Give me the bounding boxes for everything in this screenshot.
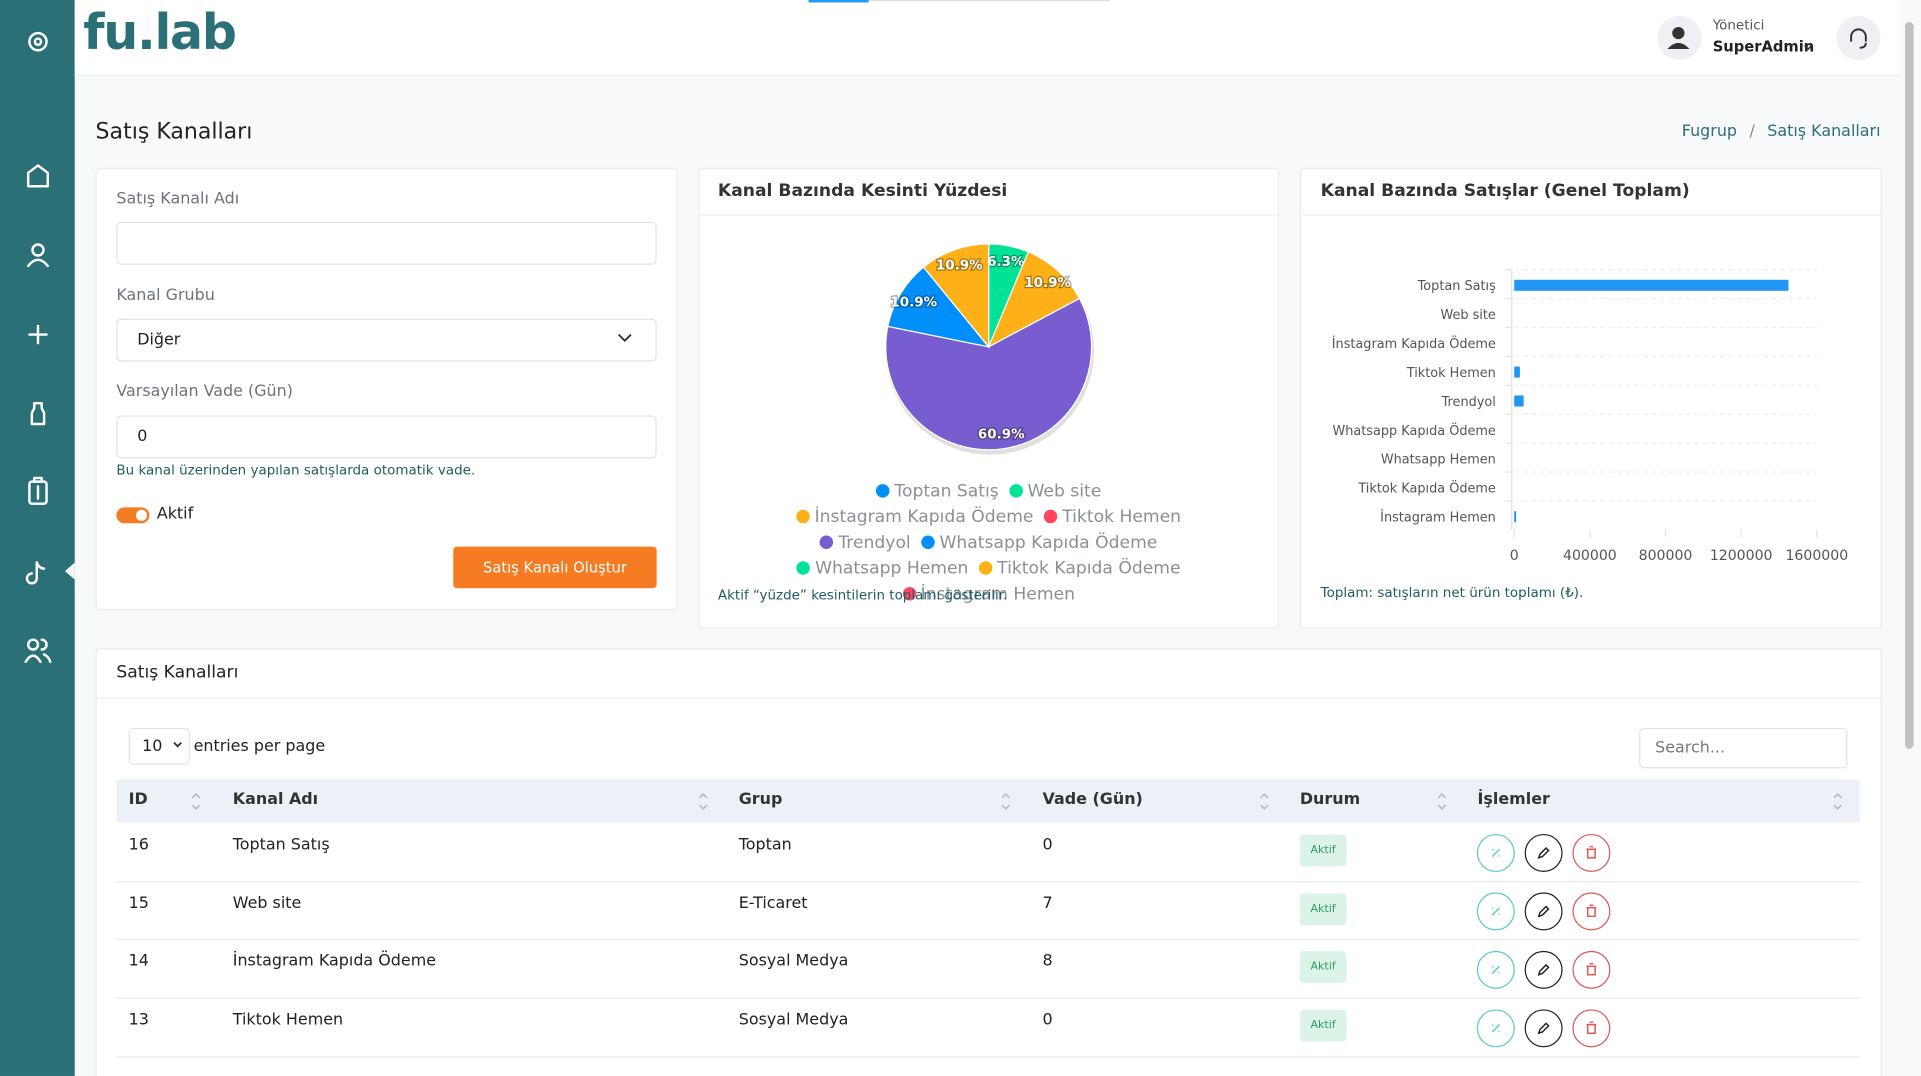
table-cell: Web site bbox=[232, 894, 302, 913]
table-header bbox=[116, 779, 1860, 823]
row-divider bbox=[116, 938, 1860, 941]
legend-item[interactable]: Whatsapp Kapıda Ödeme bbox=[921, 531, 1157, 557]
legend-label: İnstagram Hemen bbox=[920, 584, 1075, 605]
page-title: Satış Kanalları bbox=[95, 118, 253, 145]
table-cell: İnstagram Kapıda Ödeme bbox=[232, 952, 437, 972]
toggle[interactable] bbox=[116, 507, 150, 524]
chart-note: Toplam: satışların net ürün toplamı (₺). bbox=[1320, 584, 1584, 601]
chart-title: Kanal Bazında Kesinti Yüzdesi bbox=[717, 181, 1008, 201]
scrollbar[interactable] bbox=[1905, 22, 1914, 749]
select-value: 10 bbox=[142, 737, 163, 756]
column-header[interactable]: ID bbox=[128, 790, 148, 809]
help-text: Bu kanal üzerinden yapılan satışlarda ot… bbox=[116, 462, 476, 478]
field-label: Satış Kanalı Adı bbox=[116, 189, 240, 209]
column-header[interactable]: Grup bbox=[738, 790, 783, 809]
legend-swatch bbox=[796, 509, 810, 524]
row-divider bbox=[116, 997, 1860, 999]
search-input[interactable]: Search... bbox=[1639, 727, 1848, 769]
legend-swatch bbox=[902, 587, 916, 601]
legend-swatch bbox=[978, 561, 993, 575]
legend-label: Toptan Satış bbox=[894, 481, 999, 502]
group-select[interactable]: Diğer bbox=[116, 318, 657, 362]
legend-label: Web site bbox=[1027, 481, 1102, 502]
legend-item[interactable]: Tiktok Kapıda Ödeme bbox=[978, 556, 1181, 582]
page-size-select[interactable]: 10 bbox=[128, 727, 190, 765]
legend-item[interactable]: Toptan Satış bbox=[876, 479, 999, 505]
card-divider bbox=[1301, 214, 1881, 216]
card-divider bbox=[699, 214, 1278, 216]
table-cell: 16 bbox=[128, 835, 149, 855]
breadcrumb-separator: / bbox=[1749, 122, 1755, 141]
chart-title: Kanal Bazında Satışlar (Genel Toplam) bbox=[1320, 181, 1690, 201]
legend-swatch bbox=[1009, 484, 1023, 498]
status-badge: Aktif bbox=[1299, 1009, 1347, 1042]
legend-swatch bbox=[796, 561, 811, 575]
bar-card bbox=[1299, 167, 1882, 629]
table-cell: 0 bbox=[1042, 1011, 1053, 1030]
column-header[interactable]: Vade (Gün) bbox=[1042, 790, 1143, 809]
column-header[interactable]: Kanal Adı bbox=[232, 790, 319, 809]
table-cell: 0 bbox=[1042, 835, 1053, 855]
table-cell: 14 bbox=[128, 952, 149, 972]
legend-label: Trendyol bbox=[838, 533, 911, 553]
sidebar bbox=[0, 0, 75, 1076]
page-size-label: entries per page bbox=[193, 737, 326, 757]
card-divider bbox=[96, 697, 1881, 699]
legend-swatch bbox=[819, 535, 834, 550]
table-cell: Sosyal Medya bbox=[738, 1011, 849, 1030]
header bbox=[74, 0, 1901, 76]
legend-label: Tiktok Kapıda Ödeme bbox=[997, 558, 1181, 579]
breadcrumb-item: Satış Kanalları bbox=[1767, 122, 1881, 141]
input-value: 0 bbox=[137, 427, 148, 447]
chart-note: Aktif “yüzde” kesintilerin toplamı göste… bbox=[717, 587, 1008, 603]
table-cell: Tiktok Hemen bbox=[232, 1011, 344, 1030]
submit-button[interactable]: Satış Kanalı Oluştur bbox=[453, 546, 657, 589]
legend-swatch bbox=[876, 484, 890, 498]
table-title: Satış Kanalları bbox=[116, 662, 239, 683]
legend-swatch bbox=[921, 535, 935, 550]
table-cell: E-Ticaret bbox=[738, 894, 808, 913]
legend-item[interactable]: Web site bbox=[1009, 479, 1101, 505]
brand: fu.lab bbox=[83, 4, 237, 62]
table-cell: 13 bbox=[128, 1011, 149, 1030]
table-cell: Toptan Satış bbox=[232, 835, 330, 855]
legend-item[interactable]: İnstagram Hemen bbox=[902, 582, 1075, 608]
status-badge: Aktif bbox=[1299, 834, 1347, 867]
breadcrumb-item[interactable]: Fugrup bbox=[1681, 122, 1738, 141]
status-badge: Aktif bbox=[1299, 951, 1347, 984]
legend-item[interactable]: Tiktok Hemen bbox=[1043, 505, 1182, 531]
table-card bbox=[95, 648, 1882, 1076]
table-cell: Toptan bbox=[738, 835, 792, 855]
status-badge: Aktif bbox=[1299, 893, 1347, 925]
row-divider bbox=[116, 1055, 1860, 1058]
user-name[interactable]: SuperAdmin bbox=[1712, 37, 1815, 56]
table-cell: 7 bbox=[1042, 894, 1053, 913]
legend-item[interactable]: Trendyol bbox=[819, 531, 911, 557]
user-role: Yönetici bbox=[1712, 17, 1765, 34]
legend-swatch bbox=[1043, 509, 1058, 524]
field-label: Varsayılan Vade (Gün) bbox=[116, 382, 293, 401]
legend-item[interactable]: İnstagram Kapıda Ödeme bbox=[796, 505, 1033, 531]
legend-label: Tiktok Hemen bbox=[1062, 507, 1182, 527]
name-input[interactable] bbox=[116, 221, 657, 265]
column-header[interactable]: Durum bbox=[1299, 790, 1361, 809]
table-cell: 8 bbox=[1042, 952, 1053, 972]
search-placeholder: Search... bbox=[1655, 738, 1726, 758]
column-header[interactable]: İşlemler bbox=[1477, 790, 1550, 809]
legend-label: Whatsapp Hemen bbox=[815, 558, 969, 579]
field-label: Kanal Grubu bbox=[116, 286, 215, 306]
legend-label: İnstagram Kapıda Ödeme bbox=[814, 507, 1034, 527]
select-value: Diğer bbox=[137, 330, 181, 350]
term-input[interactable]: 0 bbox=[116, 415, 657, 459]
legend: Toptan Satış Web site İnstagram Kapıda Ö… bbox=[756, 479, 1222, 608]
row-divider bbox=[116, 880, 1860, 882]
legend-label: Whatsapp Kapıda Ödeme bbox=[939, 533, 1158, 553]
table-cell: 15 bbox=[128, 894, 149, 913]
toggle-label: Aktif bbox=[156, 504, 194, 524]
legend-item[interactable]: Whatsapp Hemen bbox=[796, 556, 969, 582]
table-cell: Sosyal Medya bbox=[738, 952, 849, 972]
breadcrumb: Fugrup / Satış Kanalları bbox=[1682, 123, 1881, 141]
